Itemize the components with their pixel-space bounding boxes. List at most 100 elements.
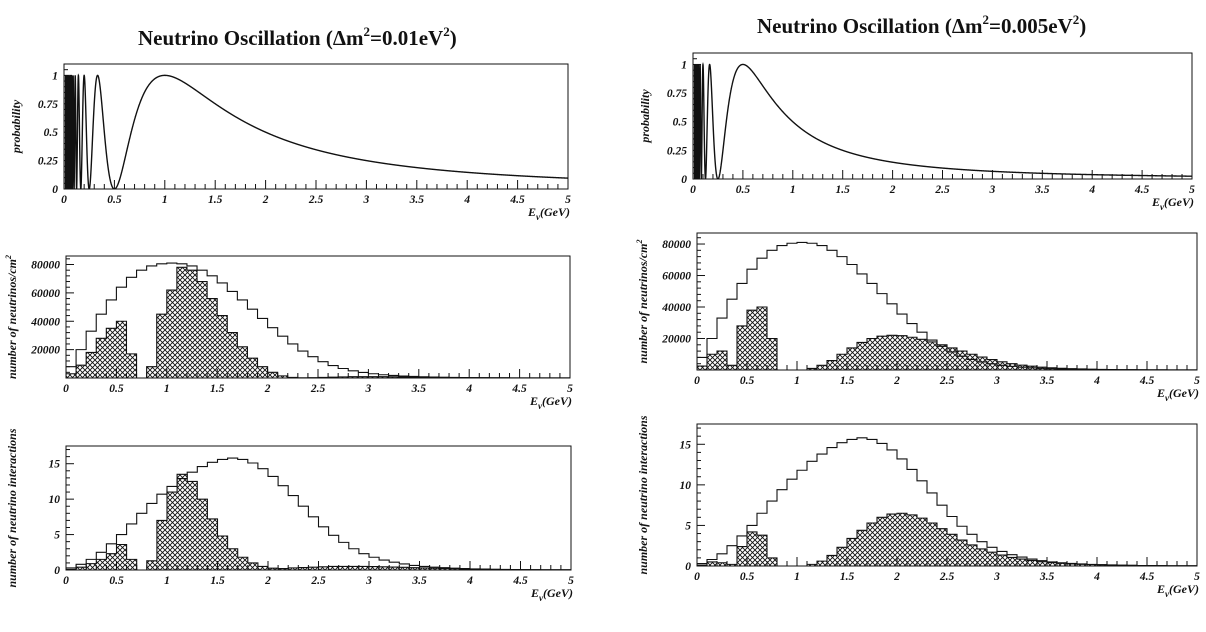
x-tick-label: 4.5 — [1139, 375, 1155, 387]
x-axis-label: Eν(GeV) — [1156, 386, 1199, 403]
x-tick-label: 1.5 — [840, 571, 855, 583]
x-tick-label: 3 — [993, 375, 1000, 387]
x-tick-label: 0 — [690, 184, 696, 196]
y-tick-label: 80000 — [31, 260, 60, 272]
x-tick-label: 2 — [893, 375, 900, 387]
x-tick-label: 4 — [1093, 375, 1100, 387]
x-tick-label: 1 — [164, 575, 170, 587]
y-tick-label: 0.75 — [38, 99, 58, 111]
plot-frame — [63, 63, 569, 190]
plot-frame — [65, 445, 572, 571]
y-tick-label: 60000 — [662, 271, 691, 283]
x-tick-label: 1.5 — [208, 194, 223, 206]
y-tick-label: 10 — [680, 480, 692, 492]
x-tick-label: 3 — [365, 575, 372, 587]
x-tick-label: 4 — [1093, 571, 1100, 583]
y-axis-label: number of neutrinos/cm2 — [635, 239, 650, 363]
x-tick-label: 1 — [164, 383, 170, 395]
left-interaction-histogram: 0 0.5 1 1.5 2 2.5 3 3.5 4 4.5 5 0 5 10 15 Eν(GeV) number… — [5, 428, 574, 603]
x-tick-label: 3.5 — [409, 194, 425, 206]
x-tick-label: 4.5 — [512, 575, 528, 587]
right-interaction-histogram: 0 0.5 1 1.5 2 2.5 3 3.5 4 4.5 5 0 5 10 15 Eν(GeV) number… — [636, 415, 1200, 599]
x-tick-label: 1 — [162, 194, 168, 206]
left-title: Neutrino Oscillation (Δm2=0.01eV2) — [138, 24, 457, 50]
y-axis-label: probability — [638, 89, 652, 144]
y-tick-label: 5 — [54, 530, 60, 542]
y-axis-label: number of neutrino interactions — [5, 428, 19, 587]
right-panel: Neutrino Oscillation (Δm2=0.005eV2) 0 0.5… — [635, 12, 1200, 599]
x-axis-label: Eν(GeV) — [529, 394, 572, 411]
oscillated-histogram — [697, 306, 1197, 370]
x-tick-label: 1 — [790, 184, 796, 196]
y-tick-label: 1 — [681, 59, 687, 71]
x-axis-label: Eν(GeV) — [1156, 582, 1199, 599]
x-tick-label: 2 — [264, 383, 271, 395]
x-tick-label: 2.5 — [308, 194, 324, 206]
x-axis-label: Eν(GeV) — [1151, 195, 1194, 212]
x-tick-label: 5 — [1194, 375, 1200, 387]
x-axis-label: Eν(GeV) — [527, 205, 570, 222]
y-tick-label: 15 — [49, 459, 61, 471]
x-tick-label: 0 — [63, 383, 69, 395]
x-axis-label: Eν(GeV) — [530, 586, 573, 603]
x-tick-label: 4.5 — [1134, 184, 1150, 196]
x-tick-label: 3 — [365, 383, 372, 395]
x-tick-label: 5 — [567, 383, 573, 395]
y-tick-label: 0.25 — [38, 156, 58, 168]
y-tick-label: 0 — [685, 561, 691, 573]
x-tick-label: 1.5 — [840, 375, 855, 387]
x-tick-label: 4.5 — [509, 194, 525, 206]
x-tick-label: 3.5 — [411, 575, 427, 587]
x-tick-label: 3.5 — [1039, 375, 1055, 387]
x-tick-label: 5 — [565, 194, 571, 206]
x-tick-label: 2.5 — [939, 571, 955, 583]
y-tick-label: 0 — [54, 565, 60, 577]
y-axis-label: probability — [9, 99, 23, 154]
x-tick-label: 0.5 — [107, 194, 122, 206]
y-tick-label: 0.5 — [673, 117, 688, 129]
y-tick-label: 0 — [681, 174, 687, 186]
x-tick-label: 3 — [363, 194, 370, 206]
x-tick-label: 4 — [466, 575, 473, 587]
y-axis-label: number of neutrinos/cm2 — [4, 255, 19, 379]
x-tick-label: 1.5 — [210, 575, 225, 587]
y-tick-label: 40000 — [30, 316, 60, 328]
y-tick-label: 80000 — [662, 239, 691, 251]
x-tick-label: 1.5 — [210, 383, 225, 395]
right-probability-plot: 0 0.5 1 1.5 2 2.5 3 3.5 4 4.5 5 0 0.25 0.5 0.75 1 Eν(GeV… — [638, 52, 1195, 212]
left-probability-plot: 0 0.5 1 1.5 2 2.5 3 3.5 4 4.5 5 0 0.25 0.5 0.75 1 Eν(GeV… — [9, 63, 571, 222]
y-tick-label: 0.5 — [44, 127, 59, 139]
x-tick-label: 2.5 — [934, 184, 950, 196]
right-flux-histogram: 0 0.5 1 1.5 2 2.5 3 3.5 4 4.5 5 20000 40000 60000 8000… — [635, 232, 1200, 403]
y-tick-label: 10 — [49, 494, 61, 506]
x-tick-label: 3.5 — [411, 383, 427, 395]
probability-curve — [64, 73, 568, 189]
x-tick-label: 3.5 — [1034, 184, 1050, 196]
x-tick-label: 2 — [889, 184, 896, 196]
x-tick-label: 0.5 — [109, 575, 124, 587]
y-axis-label: number of neutrino interactions — [636, 415, 650, 574]
plot-frame — [692, 52, 1193, 180]
x-tick-label: 0.5 — [740, 571, 755, 583]
x-tick-label: 1 — [794, 571, 800, 583]
x-tick-label: 0.5 — [740, 375, 755, 387]
x-tick-label: 5 — [568, 575, 574, 587]
x-tick-label: 4.5 — [511, 383, 527, 395]
y-tick-label: 0.25 — [667, 145, 687, 157]
y-tick-label: 20000 — [30, 345, 60, 357]
x-tick-label: 2.5 — [310, 383, 326, 395]
y-tick-label: 5 — [685, 520, 691, 532]
y-tick-label: 1 — [52, 70, 58, 82]
unoscillated-histogram — [66, 262, 570, 378]
y-tick-label: 60000 — [31, 288, 60, 300]
x-tick-label: 0 — [63, 575, 69, 587]
unoscillated-histogram — [697, 241, 1197, 370]
x-tick-label: 2.5 — [939, 375, 955, 387]
x-tick-label: 1.5 — [836, 184, 851, 196]
x-tick-label: 0 — [694, 375, 700, 387]
x-tick-label: 4 — [465, 383, 472, 395]
left-panel: Neutrino Oscillation (Δm2=0.01eV2) 0 0.5 1… — [4, 24, 574, 603]
x-tick-label: 3 — [993, 571, 1000, 583]
x-tick-label: 0.5 — [736, 184, 751, 196]
